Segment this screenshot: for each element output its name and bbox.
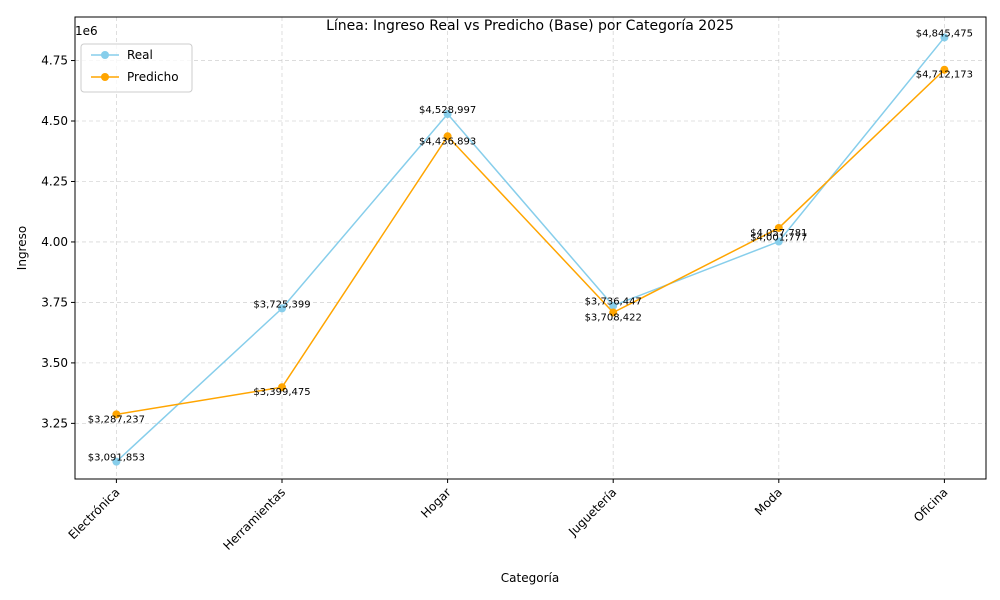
x-tick-label: Oficina [911,485,951,525]
y-tick-label: 4.00 [41,235,68,249]
y-tick-label: 3.50 [41,356,68,370]
plot-frame [74,16,987,480]
point-real [774,237,783,246]
point-real [278,304,286,313]
grid [75,17,986,479]
x-tick-label: Moda [752,485,785,518]
legend-label-predicho: Predicho [127,70,179,84]
point-predicho [112,410,121,419]
data-label-real: $3,091,853 [88,453,145,464]
x-tick-label: Juguetería [565,485,619,539]
data-label-predicho: $3,708,422 [585,312,642,323]
x-tick-label: Hogar [418,485,454,521]
data-label-real: $3,736,447 [585,297,642,308]
y-axis-ticks: 3.25 3.50 3.75 4.00 4.25 4.50 4.75 [41,54,75,430]
x-axis-title: Categoría [501,571,559,585]
legend-marker-predicho [101,73,109,81]
y-axis-title: Ingreso [15,226,29,270]
data-label-predicho: $4,057,781 [750,228,807,239]
point-predicho [443,132,452,141]
chart-title: Línea: Ingreso Real vs Predicho (Base) p… [326,18,734,34]
y-tick-label: 4.25 [41,174,68,188]
data-label-real: $4,528,997 [419,105,476,116]
x-tick-label: Herramientas [220,485,288,553]
y-tick-label: 3.75 [41,295,68,309]
series [112,33,949,466]
y-tick-label: 4.50 [41,114,68,128]
data-label-real: $4,845,475 [916,28,973,39]
data-label-predicho: $3,287,237 [88,414,145,425]
series-line-predicho [116,69,945,416]
data-label-predicho: $4,712,173 [916,70,973,81]
point-predicho [774,223,783,232]
point-predicho [278,383,286,392]
point-predicho [609,308,618,317]
point-real [609,301,618,310]
point-real [112,457,121,466]
data-label-predicho: $4,436,893 [419,136,476,147]
data-label-predicho: $3,399,475 [253,387,310,398]
legend-label-real: Real [127,48,153,62]
point-real [443,109,452,118]
legend: Real Predicho [80,43,193,93]
legend-marker-real [101,51,109,59]
data-label-real: $3,725,399 [253,299,310,310]
data-label-real: $4,001,777 [750,233,807,244]
data-labels: $3,091,853 $3,725,399 $4,528,997 $3,736,447… [88,28,973,463]
point-real [940,33,949,42]
y-offset-label: 1e6 [75,24,98,38]
x-tick-label: Electrónica [66,485,123,542]
point-predicho [940,65,949,74]
x-axis-ticks: Electrónica Herramientas Hogar Juguetería Mo… [66,479,951,553]
series-line-real [115,36,945,463]
y-tick-label: 4.75 [41,54,68,68]
y-tick-label: 3.25 [41,416,68,430]
